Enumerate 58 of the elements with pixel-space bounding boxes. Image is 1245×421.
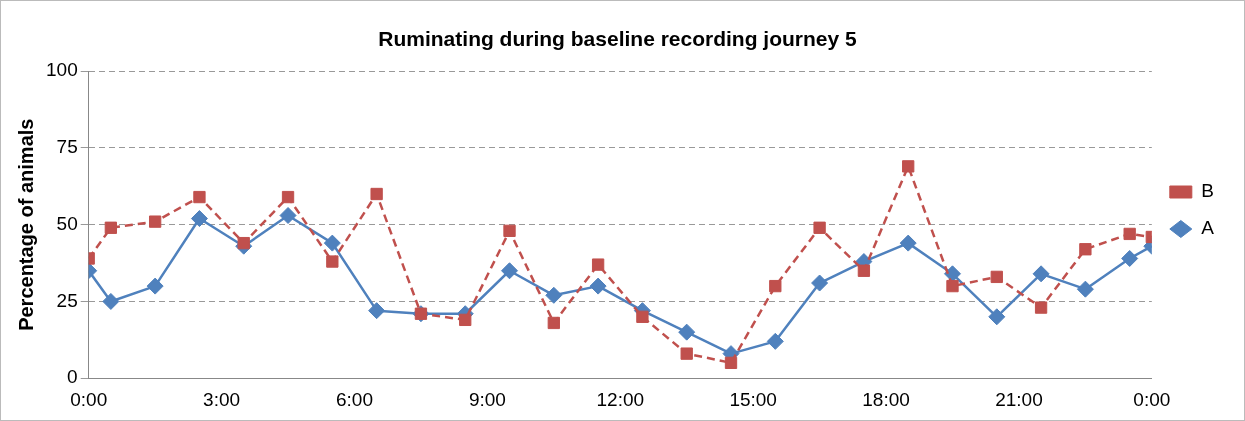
point [459,313,472,327]
point [899,234,917,252]
point [237,236,250,250]
point [988,308,1006,326]
point [769,279,782,293]
y-tick-label: 100 [46,59,78,81]
chart-title: Ruminating during baseline recording journey 5 [378,27,858,51]
x-tick-label: 12:00 [596,388,645,410]
x-tick-label: 9:00 [468,388,506,410]
point [636,310,649,323]
point [146,277,164,295]
y-tick-label: 25 [56,289,78,311]
point [680,347,693,360]
point [589,277,607,295]
y-tick-label: 75 [56,136,78,158]
point [503,224,516,237]
point [326,255,339,268]
x-tick-label: 0:00 [1133,388,1171,410]
x-tick-label: 18:00 [862,388,910,410]
legend-label: B [1201,180,1215,202]
point [724,356,738,370]
point [501,262,519,280]
point [857,264,871,277]
point [102,292,120,310]
point [811,274,829,292]
point [368,302,386,320]
x-tick-label: 15:00 [729,388,777,410]
point [591,258,605,271]
legend-label: A [1201,217,1215,239]
point [370,187,383,201]
point [1079,243,1092,256]
point [190,210,208,228]
point [104,221,118,234]
point [148,215,162,228]
point [813,221,826,234]
point [545,286,563,304]
x-tick-label: 3:00 [203,388,241,410]
point [766,332,784,350]
point [1076,280,1094,298]
point [1034,301,1048,314]
y-tick-label: 50 [56,212,78,234]
point [902,160,915,173]
y-axis-title: Percentage of animals [14,118,37,331]
point [547,316,560,330]
point [193,190,206,204]
point [1123,227,1136,241]
x-tick-label: 6:00 [335,388,373,410]
point [1032,265,1050,283]
point [678,323,696,341]
point [281,190,295,204]
x-tick-label: 0:00 [70,388,108,410]
point [1121,249,1139,267]
x-tick-label: 21:00 [995,388,1043,410]
point [990,270,1003,284]
point [323,234,341,252]
y-tick-label: 0 [67,366,78,388]
point [946,279,959,293]
point [279,206,297,224]
